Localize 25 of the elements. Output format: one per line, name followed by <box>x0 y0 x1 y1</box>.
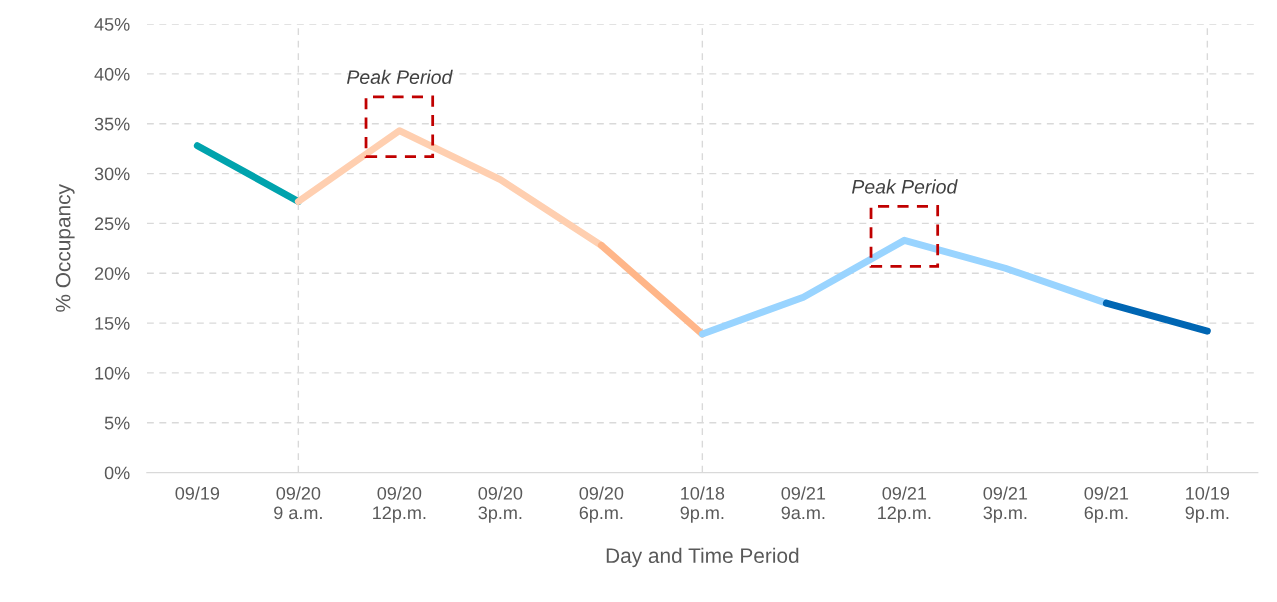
y-tick-label: 30% <box>94 167 130 181</box>
y-tick-label: 35% <box>94 117 130 131</box>
y-tick-label: 10% <box>95 366 130 380</box>
x-tick-label: 09/20 12p.m. <box>373 486 426 523</box>
x-tick-label: 09/19 <box>175 486 220 500</box>
y-tick-label: 15% <box>95 317 130 330</box>
x-tick-label: 09/20 6p.m. <box>579 486 624 523</box>
x-tick-label: 09/21 6p.m. <box>1084 486 1129 523</box>
y-tick-label: 40% <box>94 67 130 81</box>
x-tick-label: 09/20 3p.m. <box>478 486 523 523</box>
x-tick-label: 09/21 3p.m. <box>983 486 1028 523</box>
y-tick-label: 45% <box>94 18 130 31</box>
x-tick-label: 09/21 9a.m. <box>781 486 826 520</box>
x-axis-title: Day and Time Period <box>606 547 799 568</box>
annotation: Peak Period <box>346 69 453 85</box>
y-tick-label: 25% <box>94 217 130 231</box>
y-tick-label: 0% <box>104 466 130 480</box>
y-axis-title: % Occupancy <box>55 184 75 312</box>
y-tick-label: 5% <box>104 416 130 430</box>
x-tick-label: 10/18 9p.m. <box>680 486 725 523</box>
y-tick-label: 20% <box>94 267 130 280</box>
x-tick-label: 10/19 9p.m. <box>1185 486 1230 523</box>
annotation: Peak Period <box>851 179 958 194</box>
x-tick-label: 09/21 12p.m. <box>878 486 931 523</box>
x-tick-label: 09/20 9 a.m. <box>274 486 322 520</box>
